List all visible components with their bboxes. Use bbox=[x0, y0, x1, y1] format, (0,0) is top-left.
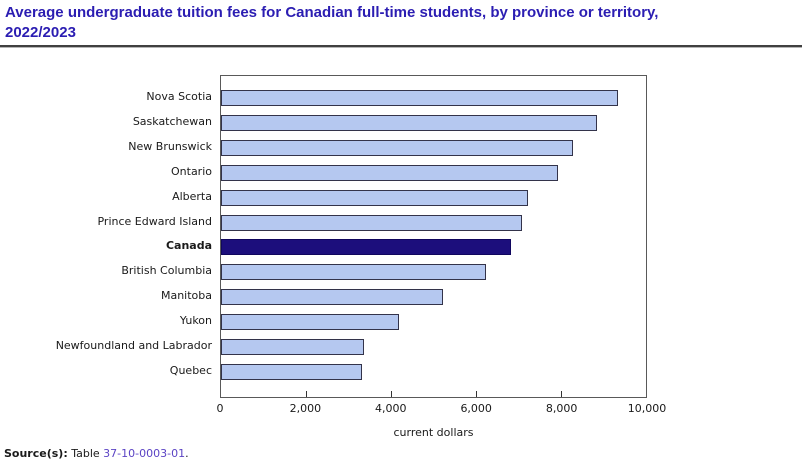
category-label-new-brunswick: New Brunswick bbox=[128, 139, 212, 153]
bar-new-brunswick bbox=[221, 139, 573, 156]
x-axis-tick-label: 2,000 bbox=[289, 402, 322, 415]
bar-manitoba bbox=[221, 289, 444, 306]
bar-ontario bbox=[221, 164, 559, 181]
x-axis-tick bbox=[561, 391, 562, 397]
bar-british-columbia bbox=[221, 264, 487, 281]
x-axis-tick-labels: 0 2,000 4,000 6,000 8,000 10,000 bbox=[216, 402, 667, 416]
x-axis-title: current dollars bbox=[393, 426, 474, 439]
source-table-link[interactable]: 37-10-0003-01 bbox=[103, 447, 186, 460]
category-label-quebec: Quebec bbox=[169, 363, 212, 377]
category-label-nova-scotia: Nova Scotia bbox=[146, 90, 212, 103]
source-line: Source(s): Table 37-10-0003-01. bbox=[4, 447, 189, 460]
bar-yukon bbox=[221, 314, 399, 331]
bar-nova-scotia bbox=[221, 90, 618, 106]
category-label-british-columbia: British Columbia bbox=[121, 264, 212, 278]
x-axis-tick bbox=[306, 391, 307, 397]
x-axis-tick-label: 10,000 bbox=[627, 402, 667, 415]
source-suffix: . bbox=[185, 447, 189, 460]
category-label-prince-edward-island: Prince Edward Island bbox=[97, 214, 212, 228]
page-title: Average undergraduate tuition fees for C… bbox=[5, 4, 659, 41]
x-axis-tick bbox=[391, 391, 392, 397]
bar-saskatchewan bbox=[221, 114, 597, 131]
title-divider bbox=[0, 45, 802, 48]
bar-newfoundland-and-labrador bbox=[221, 339, 364, 355]
category-label-yukon: Yukon bbox=[179, 314, 212, 328]
x-axis-tick-label: 6,000 bbox=[460, 402, 492, 415]
x-axis-tick-label: 8,000 bbox=[545, 402, 578, 415]
source-prefix: Source(s): bbox=[4, 447, 68, 460]
bar-alberta bbox=[221, 189, 528, 206]
bar-prince-edward-island bbox=[221, 214, 523, 231]
category-label-ontario: Ontario bbox=[171, 164, 212, 178]
plot-area bbox=[220, 75, 647, 398]
category-labels: Nova Scotia Saskatchewan New Brunswick Onta… bbox=[0, 75, 212, 398]
category-label-canada: Canada bbox=[165, 239, 212, 253]
x-axis-tick bbox=[476, 391, 477, 397]
bar-canada bbox=[221, 239, 512, 256]
category-label-alberta: Alberta bbox=[172, 189, 212, 203]
source-text: Table bbox=[71, 447, 100, 460]
category-label-saskatchewan: Saskatchewan bbox=[132, 114, 212, 128]
x-axis-tick-label: 0 bbox=[216, 402, 224, 415]
category-label-newfoundland-and-labrador: Newfoundland and Labrador bbox=[55, 339, 212, 352]
x-axis-tick-label: 4,000 bbox=[375, 402, 407, 415]
bar-quebec bbox=[221, 363, 363, 380]
category-label-manitoba: Manitoba bbox=[160, 289, 212, 303]
